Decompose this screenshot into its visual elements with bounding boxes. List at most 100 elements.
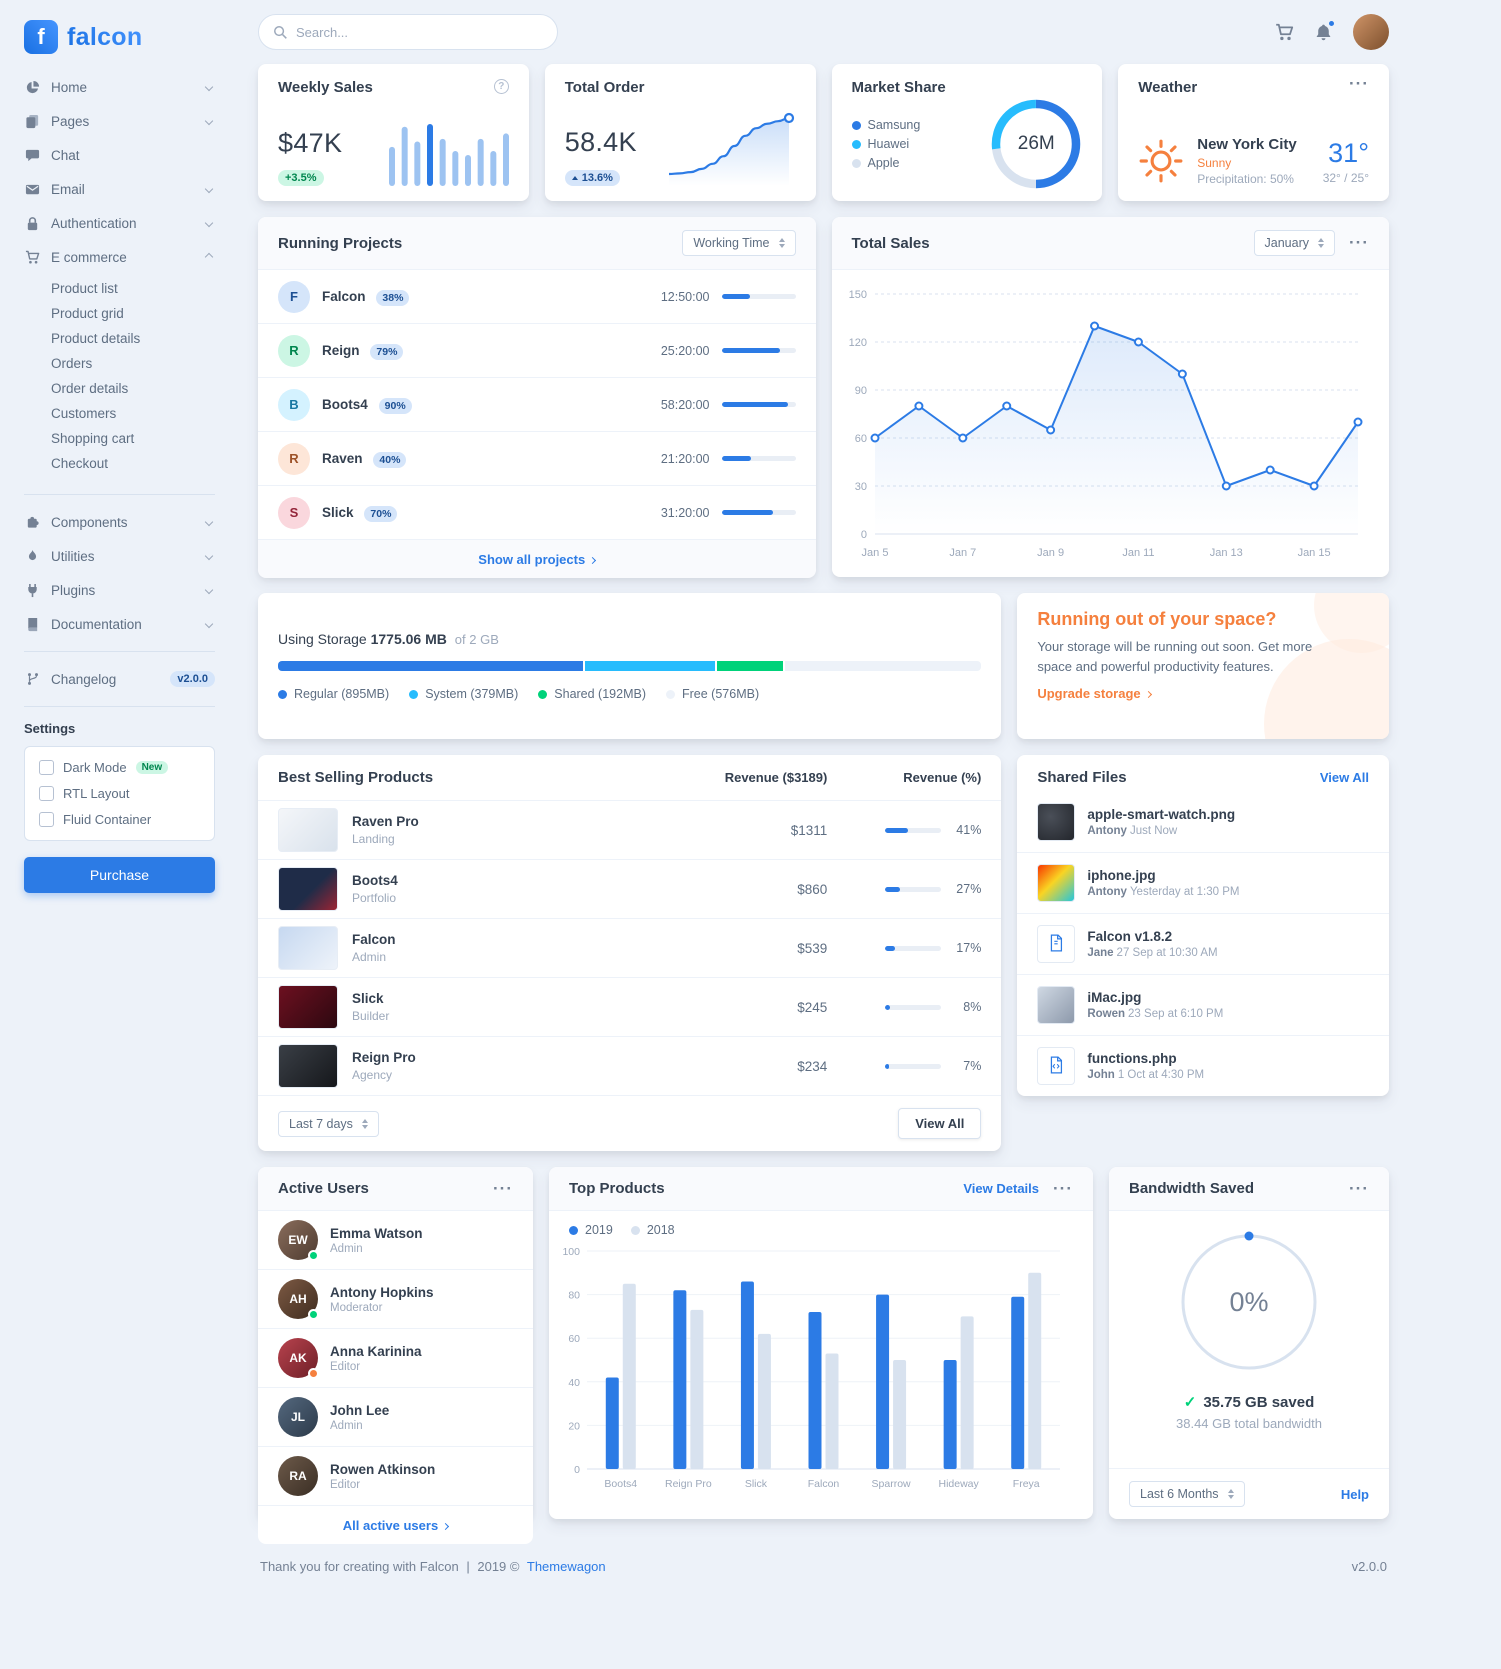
legend-dot-icon: [851, 120, 861, 130]
file-owner: Antony: [1087, 886, 1127, 898]
revenue-percent: 17%: [956, 941, 982, 955]
user-name-link[interactable]: Antony Hopkins: [330, 1284, 434, 1300]
file-thumbnail: [1037, 925, 1076, 963]
notifications-bell-icon[interactable]: [1314, 19, 1335, 42]
view-all-button[interactable]: View All: [898, 1108, 982, 1139]
select-caret-icon: [1228, 1489, 1234, 1499]
product-name-link[interactable]: Slick: [352, 991, 384, 1006]
checkbox[interactable]: [39, 786, 54, 801]
sun-icon: [1139, 139, 1183, 183]
sidebar-item-changelog[interactable]: Changelog v2.0.0: [24, 662, 215, 696]
show-all-projects-link[interactable]: Show all projects: [478, 552, 597, 567]
chevron-right-icon: [442, 1522, 450, 1531]
user-name-link[interactable]: Anna Karinina: [330, 1343, 422, 1359]
sidebar-item-components[interactable]: Components: [24, 505, 215, 539]
checkbox[interactable]: [39, 760, 54, 775]
file-name-link[interactable]: iMac.jpg: [1087, 990, 1142, 1005]
flame-icon: [24, 549, 41, 564]
bandwidth-saved-card: Bandwidth Saved 0% 35.75 GB saved 38.44 …: [1109, 1167, 1389, 1519]
file-name-link[interactable]: apple-smart-watch.png: [1087, 807, 1236, 822]
avatar: RA: [278, 1456, 318, 1496]
product-name-link[interactable]: Falcon: [352, 932, 396, 947]
product-category: Admin: [352, 950, 387, 964]
weekly-sales-card: Weekly Sales $47K +3.5%: [258, 64, 529, 201]
product-thumbnail: [278, 1044, 338, 1088]
all-active-users-link[interactable]: All active users: [343, 1518, 450, 1533]
storage-segment: [717, 661, 783, 671]
help-link[interactable]: Help: [1340, 1486, 1369, 1502]
project-name-link[interactable]: Reign: [322, 342, 360, 358]
user-name-link[interactable]: Emma Watson: [330, 1225, 423, 1241]
month-select[interactable]: January: [1253, 230, 1336, 256]
svg-text:Jan 15: Jan 15: [1297, 547, 1330, 559]
project-name-link[interactable]: Slick: [322, 504, 354, 520]
working-time-select[interactable]: Working Time: [682, 230, 796, 256]
help-icon[interactable]: [493, 79, 509, 94]
sidebar: falcon Home Pages Chat Email Authenticat…: [0, 0, 233, 923]
best-selling-products-card: Best Selling Products Revenue ($3189) Re…: [258, 755, 1002, 1151]
sidebar-subitem-customers[interactable]: Customers: [51, 406, 117, 421]
card-menu-icon[interactable]: [1349, 238, 1369, 248]
user-name-link[interactable]: Rowen Atkinson: [330, 1461, 436, 1477]
date-range-select[interactable]: Last 7 days: [278, 1110, 379, 1137]
sidebar-item-documentation[interactable]: Documentation: [24, 607, 215, 641]
card-menu-icon[interactable]: [1349, 79, 1369, 89]
file-row: functions.php John 1 Oct at 4:30 PM: [1017, 1036, 1389, 1096]
months-select[interactable]: Last 6 Months: [1129, 1481, 1245, 1507]
file-name-link[interactable]: functions.php: [1087, 1051, 1177, 1066]
sidebar-item-pages[interactable]: Pages: [24, 104, 215, 138]
project-name-link[interactable]: Raven: [322, 450, 363, 466]
sidebar-subitem-orders[interactable]: Orders: [51, 356, 93, 371]
file-thumbnail: [1037, 803, 1076, 841]
themewagon-link[interactable]: Themewagon: [526, 1559, 606, 1574]
svg-text:90: 90: [854, 385, 866, 397]
checkbox[interactable]: [39, 812, 54, 827]
sidebar-item-authentication[interactable]: Authentication: [24, 206, 215, 240]
user-name-link[interactable]: John Lee: [330, 1402, 390, 1418]
upgrade-storage-link[interactable]: Upgrade storage: [1037, 686, 1152, 701]
market-share-total: 26M: [1017, 133, 1055, 154]
brand-logo[interactable]: falcon: [24, 14, 215, 70]
sidebar-subitem-product-details[interactable]: Product details: [51, 331, 141, 346]
sidebar-item-email[interactable]: Email: [24, 172, 215, 206]
sidebar-item-plugins[interactable]: Plugins: [24, 573, 215, 607]
product-name-link[interactable]: Reign Pro: [352, 1050, 416, 1065]
project-progress-badge: 40%: [373, 451, 407, 468]
file-thumbnail: [1037, 864, 1076, 902]
sidebar-subitem-order-details[interactable]: Order details: [51, 381, 129, 396]
sidebar-item-utilities[interactable]: Utilities: [24, 539, 215, 573]
weather-high-low: 32° / 25°: [1322, 170, 1369, 185]
file-name-link[interactable]: iphone.jpg: [1087, 868, 1156, 883]
sidebar-subitem-product-list[interactable]: Product list: [51, 281, 118, 296]
product-name-link[interactable]: Boots4: [352, 873, 398, 888]
total-sales-card: Total Sales January 0 30 60 90 120 150 Jan 5 Ja…: [831, 217, 1389, 577]
weather-city: New York City: [1197, 136, 1297, 153]
project-name-link[interactable]: Boots4: [322, 396, 368, 412]
user-avatar[interactable]: [1353, 14, 1389, 50]
product-name-link[interactable]: Raven Pro: [352, 814, 419, 829]
view-details-link[interactable]: View Details: [963, 1181, 1040, 1196]
sidebar-item-chat[interactable]: Chat: [24, 138, 215, 172]
shopping-cart-icon[interactable]: [1275, 23, 1294, 42]
card-menu-icon[interactable]: [493, 1184, 513, 1194]
project-name-link[interactable]: Falcon: [322, 288, 366, 304]
file-name-link[interactable]: Falcon v1.8.2: [1087, 929, 1173, 944]
card-menu-icon[interactable]: [1053, 1184, 1073, 1194]
active-users-card: Active Users EW Emma Watson Admin AH Ant…: [258, 1167, 533, 1544]
purchase-button[interactable]: Purchase: [24, 857, 215, 893]
search-input[interactable]: [296, 24, 543, 40]
user-role: Admin: [330, 1242, 363, 1255]
pages-icon: [24, 114, 41, 129]
card-menu-icon[interactable]: [1349, 1184, 1369, 1194]
status-dot: [308, 1250, 319, 1261]
user-role: Editor: [330, 1360, 361, 1373]
shared-files-view-all-link[interactable]: View All: [1319, 770, 1369, 785]
sidebar-item-e-commerce[interactable]: E commerce: [24, 240, 215, 274]
sidebar-subitem-shopping-cart[interactable]: Shopping cart: [51, 431, 135, 446]
legend-item: Apple: [851, 156, 921, 170]
file-row: Falcon v1.8.2 Jane 27 Sep at 10:30 AM: [1017, 914, 1389, 975]
sidebar-subitem-checkout[interactable]: Checkout: [51, 456, 109, 471]
sidebar-subitem-product-grid[interactable]: Product grid: [51, 306, 124, 321]
sidebar-item-home[interactable]: Home: [24, 70, 215, 104]
project-list: F Falcon 38% 12:50:00 R Reign 79% 25:20:…: [258, 270, 816, 539]
